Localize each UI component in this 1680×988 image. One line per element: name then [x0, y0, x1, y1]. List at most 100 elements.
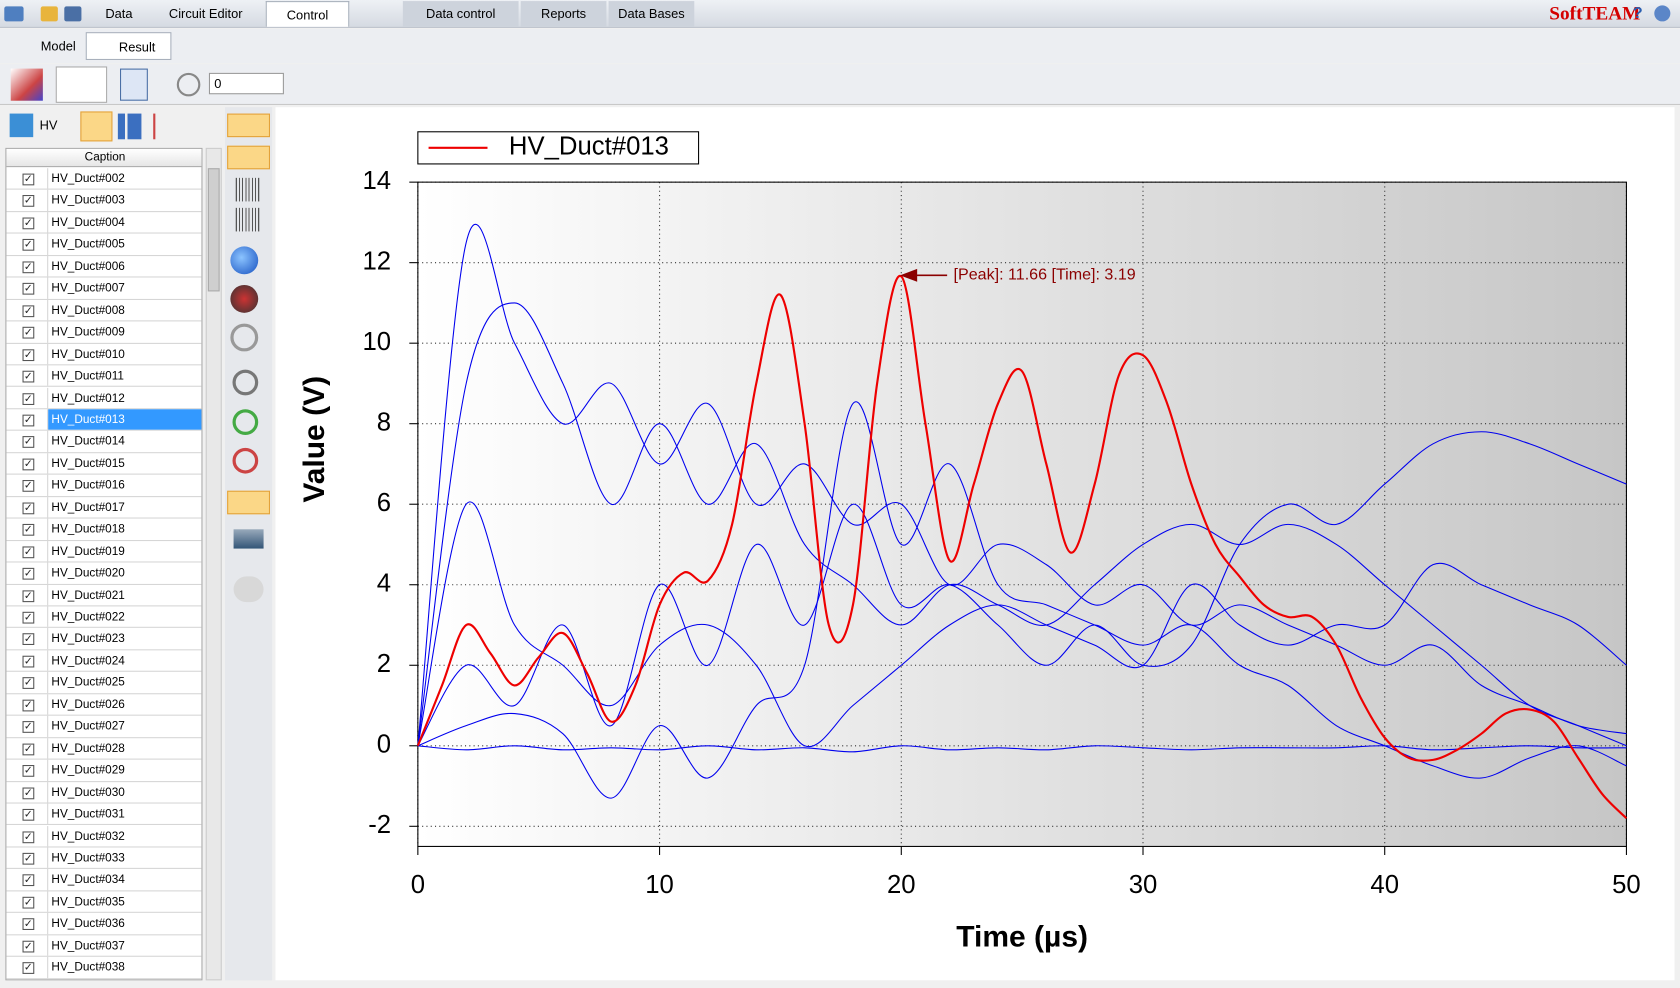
checkbox[interactable]: ✓	[22, 305, 35, 317]
collapse-icon[interactable]	[1654, 5, 1671, 22]
list-row[interactable]: ✓ HV_Duct#009	[6, 321, 202, 344]
checkbox[interactable]: ✓	[22, 567, 35, 580]
checkbox[interactable]: ✓	[22, 589, 35, 602]
checkbox[interactable]: ✓	[22, 261, 35, 273]
checkbox[interactable]: ✓	[22, 611, 35, 624]
grid-v-button[interactable]	[227, 113, 271, 138]
list-row[interactable]: ✓ HV_Duct#018	[6, 518, 202, 541]
grid-h-button[interactable]	[227, 145, 271, 170]
checkbox[interactable]: ✓	[22, 195, 35, 208]
checkbox[interactable]: ✓	[22, 392, 35, 405]
list-row[interactable]: ✓ HV_Duct#023	[6, 628, 202, 651]
checkbox[interactable]: ✓	[22, 655, 35, 668]
checkbox[interactable]: ✓	[22, 830, 35, 843]
checkbox[interactable]: ✓	[22, 699, 35, 712]
list-row[interactable]: ✓ HV_Duct#026	[6, 694, 202, 716]
checkbox[interactable]: ✓	[22, 348, 35, 361]
list-row[interactable]: ✓ HV_Duct#022	[6, 606, 202, 629]
checkbox[interactable]: ✓	[22, 962, 35, 975]
list-row[interactable]: ✓ HV_Duct#006	[6, 255, 202, 278]
checkbox[interactable]: ✓	[22, 765, 35, 777]
list-row[interactable]: ✓ HV_Duct#027	[6, 715, 202, 738]
checkbox[interactable]: ✓	[22, 458, 35, 471]
chart-icon[interactable]	[10, 68, 43, 101]
checkbox[interactable]: ✓	[22, 414, 35, 427]
list-row[interactable]: ✓ HV_Duct#033	[6, 847, 202, 870]
combo-box[interactable]: 0	[208, 72, 284, 95]
list-row[interactable]: ✓ HV_Duct#038	[6, 956, 202, 979]
line-view-button[interactable]	[80, 111, 113, 142]
list-row[interactable]: ✓ HV_Duct#036	[6, 913, 202, 936]
checkbox[interactable]: ✓	[22, 721, 35, 734]
scroll-thumb[interactable]	[207, 168, 220, 292]
zoom-out-button[interactable]	[232, 447, 259, 474]
list-row[interactable]: ✓ HV_Duct#005	[6, 233, 202, 256]
checkbox[interactable]: ✓	[22, 370, 35, 383]
checkbox[interactable]: ✓	[22, 633, 35, 646]
quick-access[interactable]	[2, 4, 88, 23]
zoom-fit-button[interactable]	[232, 369, 259, 396]
checkbox[interactable]: ✓	[22, 787, 35, 799]
checkbox[interactable]: ✓	[22, 743, 35, 756]
grid-dense-button[interactable]	[235, 207, 260, 232]
list-row[interactable]: ✓ HV_Duct#034	[6, 869, 202, 892]
checkbox[interactable]: ✓	[22, 918, 35, 931]
list-row[interactable]: ✓ HV_Duct#004	[6, 212, 202, 234]
list-row[interactable]: ✓ HV_Duct#015	[6, 453, 202, 475]
list-row[interactable]: ✓ HV_Duct#007	[6, 277, 202, 300]
sub-tab[interactable]: Result	[85, 32, 172, 61]
checkbox[interactable]: ✓	[22, 808, 35, 821]
selector-icon[interactable]	[9, 113, 34, 138]
list-row[interactable]: ✓ HV_Duct#016	[6, 474, 202, 497]
checkbox[interactable]: ✓	[22, 524, 35, 536]
list-row[interactable]: ✓ HV_Duct#019	[6, 540, 202, 563]
xy-button[interactable]	[227, 490, 271, 515]
checkbox[interactable]: ✓	[22, 173, 35, 186]
menu-tab[interactable]: Circuit Editor	[168, 6, 243, 22]
list-row[interactable]: ✓ HV_Duct#002	[6, 168, 202, 191]
grid-fine-button[interactable]	[235, 177, 260, 202]
app-icon[interactable]	[4, 6, 24, 22]
checkbox[interactable]: ✓	[22, 874, 35, 887]
checkbox[interactable]: ✓	[22, 852, 35, 865]
style-button[interactable]	[230, 285, 259, 313]
checkbox[interactable]: ✓	[22, 546, 35, 558]
help-icon[interactable]: ?	[1632, 4, 1643, 23]
list-row[interactable]: ✓ HV_Duct#025	[6, 672, 202, 695]
list-row[interactable]: ✓ HV_Duct#010	[6, 343, 202, 366]
list-row[interactable]: ✓ HV_Duct#017	[6, 496, 202, 519]
list-row[interactable]: ✓ HV_Duct#011	[6, 365, 202, 388]
checkbox[interactable]: ✓	[22, 677, 35, 690]
list-row[interactable]: ✓ HV_Duct#024	[6, 650, 202, 673]
print-button[interactable]	[233, 576, 264, 603]
list-icon[interactable]	[55, 66, 108, 103]
list-row[interactable]: ✓ HV_Duct#029	[6, 759, 202, 782]
zoom-in-button[interactable]	[232, 409, 259, 436]
color-button[interactable]	[230, 246, 259, 275]
list-row[interactable]: ✓ HV_Duct#008	[6, 299, 202, 322]
checkbox[interactable]: ✓	[22, 940, 35, 953]
list-row[interactable]: ✓ HV_Duct#037	[6, 935, 202, 957]
menu-tab[interactable]: Data control	[402, 1, 519, 27]
list-row[interactable]: ✓ HV_Duct#021	[6, 584, 202, 607]
checkbox[interactable]: ✓	[22, 326, 35, 339]
list-row[interactable]: ✓ HV_Duct#030	[6, 781, 202, 804]
sub-tab[interactable]: Model	[40, 38, 76, 54]
list-row[interactable]: ✓ HV_Duct#013	[6, 409, 202, 432]
list-row[interactable]: ✓ HV_Duct#028	[6, 737, 202, 760]
checkbox[interactable]: ✓	[22, 896, 35, 909]
menu-tab[interactable]: Control	[265, 1, 350, 27]
bar-view-button[interactable]	[117, 113, 142, 140]
menu-tab[interactable]: Data Bases	[608, 1, 695, 27]
selector[interactable]: HV	[39, 117, 58, 133]
list-row[interactable]: ✓ HV_Duct#035	[6, 891, 202, 914]
list-row[interactable]: ✓ HV_Duct#032	[6, 825, 202, 848]
checkbox[interactable]: ✓	[22, 283, 35, 295]
marker-icon[interactable]	[176, 72, 201, 97]
checkbox[interactable]: ✓	[22, 436, 35, 449]
export-button[interactable]	[233, 529, 264, 549]
wave-view-button[interactable]	[153, 113, 177, 140]
checkbox[interactable]: ✓	[22, 217, 35, 230]
list-row[interactable]: ✓ HV_Duct#003	[6, 190, 202, 213]
menu-tab[interactable]: Data	[105, 6, 133, 22]
